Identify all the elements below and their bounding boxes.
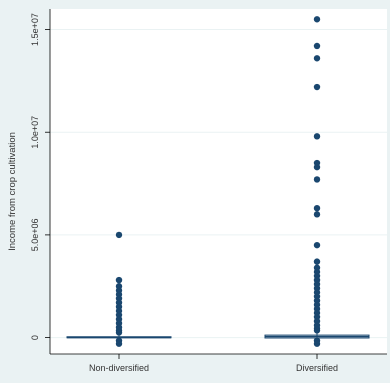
- y-tick-label: 5.0e+06: [30, 218, 40, 251]
- box-group: [264, 16, 370, 347]
- outlier-point: [115, 329, 123, 336]
- outlier-point: [115, 276, 123, 284]
- plot-area: [50, 9, 387, 354]
- outlier-point: [115, 231, 123, 239]
- x-axis: Non-diversified Diversified: [50, 353, 387, 373]
- outlier-point: [313, 340, 321, 347]
- y-axis: 0 5.0e+06 1.0e+07 1.5e+07: [30, 9, 51, 354]
- outlier-point: [313, 241, 321, 249]
- y-axis-title: Income from crop cultivation: [7, 132, 18, 251]
- outlier-point: [115, 340, 123, 347]
- boxes: [66, 16, 370, 347]
- x-tick-label: Non-diversified: [89, 363, 149, 373]
- outlier-point: [313, 16, 321, 23]
- box-group: [66, 231, 172, 347]
- outlier-point: [313, 163, 321, 171]
- x-tick-label: Diversified: [296, 363, 338, 373]
- outlier-point: [313, 204, 321, 212]
- outlier-point: [313, 42, 321, 50]
- y-tick-label: 0: [30, 335, 40, 340]
- outlier-point: [313, 133, 321, 140]
- y-tick-label: 1.5e+07: [30, 13, 40, 46]
- outlier-point: [313, 55, 321, 62]
- outlier-point: [313, 176, 321, 183]
- outlier-point: [313, 83, 321, 91]
- outlier-point: [313, 211, 321, 218]
- outlier-point: [313, 258, 321, 265]
- outlier-point: [313, 327, 321, 334]
- y-tick-label: 1.0e+07: [30, 116, 40, 149]
